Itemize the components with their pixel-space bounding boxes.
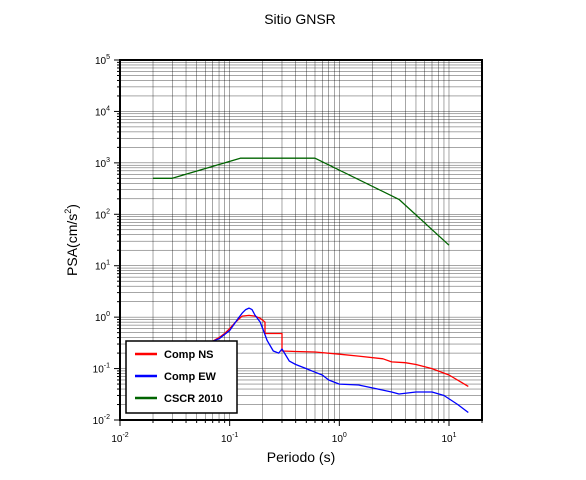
series-line-comp-ew xyxy=(205,307,469,414)
y-axis-label: PSA(cm/s2) xyxy=(63,204,80,276)
x-tick-label-exp: 0 xyxy=(343,432,347,439)
legend: Comp NS Comp EW CSCR 2010 xyxy=(125,340,238,414)
y-tick-label-exp: -2 xyxy=(104,414,110,421)
legend-label: CSCR 2010 xyxy=(164,393,223,405)
x-tick-label-exp: 1 xyxy=(453,432,457,439)
series-layer xyxy=(153,157,469,414)
x-tick-label: 10-2 xyxy=(111,432,128,445)
y-tick-label-base: 10 xyxy=(95,159,107,170)
x-tick-label: 101 xyxy=(441,432,456,445)
y-tick-label-exp: 4 xyxy=(106,105,110,112)
y-axis-label-base: PSA(cm/s xyxy=(64,214,80,276)
y-tick-label-base: 10 xyxy=(95,313,107,324)
y-tick-label-exp: -1 xyxy=(104,363,110,370)
y-tick-label-base: 10 xyxy=(95,56,107,67)
y-tick-label-exp: 2 xyxy=(106,208,110,215)
x-tick-label-exp: -2 xyxy=(122,432,128,439)
y-axis-label-tail: ) xyxy=(64,204,80,209)
y-tick-label-base: 10 xyxy=(95,107,107,118)
x-tick-label-base: 10 xyxy=(441,434,453,445)
y-tick-label: 10-2 xyxy=(93,414,110,427)
y-tick-label-base: 10 xyxy=(95,262,107,273)
y-tick-label-base: 10 xyxy=(93,365,105,376)
legend-label: Comp NS xyxy=(164,349,214,361)
y-tick-label: 100 xyxy=(95,311,110,324)
x-tick-label-base: 10 xyxy=(111,434,123,445)
series-line-comp-ns xyxy=(205,314,469,387)
y-tick-label: 103 xyxy=(95,157,110,170)
y-axis-label-sup: 2 xyxy=(63,209,73,214)
y-tick-label-exp: 3 xyxy=(106,157,110,164)
y-tick-label: 101 xyxy=(95,260,110,273)
series-line-cscr-2010 xyxy=(153,157,450,246)
y-tick-label-base: 10 xyxy=(93,416,105,427)
y-tick-label: 102 xyxy=(95,208,110,221)
y-tick-label-exp: 0 xyxy=(106,311,110,318)
legend-label: Comp EW xyxy=(164,371,217,383)
x-axis-label: Periodo (s) xyxy=(267,449,335,465)
plot-frame xyxy=(119,59,483,421)
y-tick-label-base: 10 xyxy=(95,210,107,221)
y-tick-label: 10-1 xyxy=(93,363,110,376)
y-tick-label: 105 xyxy=(95,54,110,67)
y-tick-label-exp: 5 xyxy=(106,54,110,61)
y-tick-label-exp: 1 xyxy=(106,260,110,267)
x-tick-label-base: 10 xyxy=(221,434,233,445)
x-tick-label-base: 10 xyxy=(332,434,344,445)
x-tick-label-exp: -1 xyxy=(232,432,238,439)
grid xyxy=(119,59,483,421)
x-tick-label: 10-1 xyxy=(221,432,238,445)
x-tick-label: 100 xyxy=(332,432,347,445)
chart-title: Sitio GNSR xyxy=(264,11,336,27)
y-tick-label: 104 xyxy=(95,105,110,118)
